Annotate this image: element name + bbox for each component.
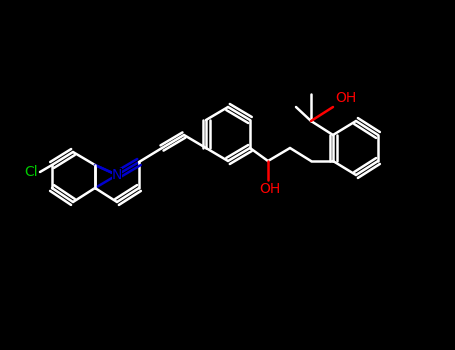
Text: N: N [112, 168, 122, 182]
Text: OH: OH [259, 182, 281, 196]
Text: OH: OH [335, 91, 356, 105]
Text: Cl: Cl [25, 165, 38, 179]
